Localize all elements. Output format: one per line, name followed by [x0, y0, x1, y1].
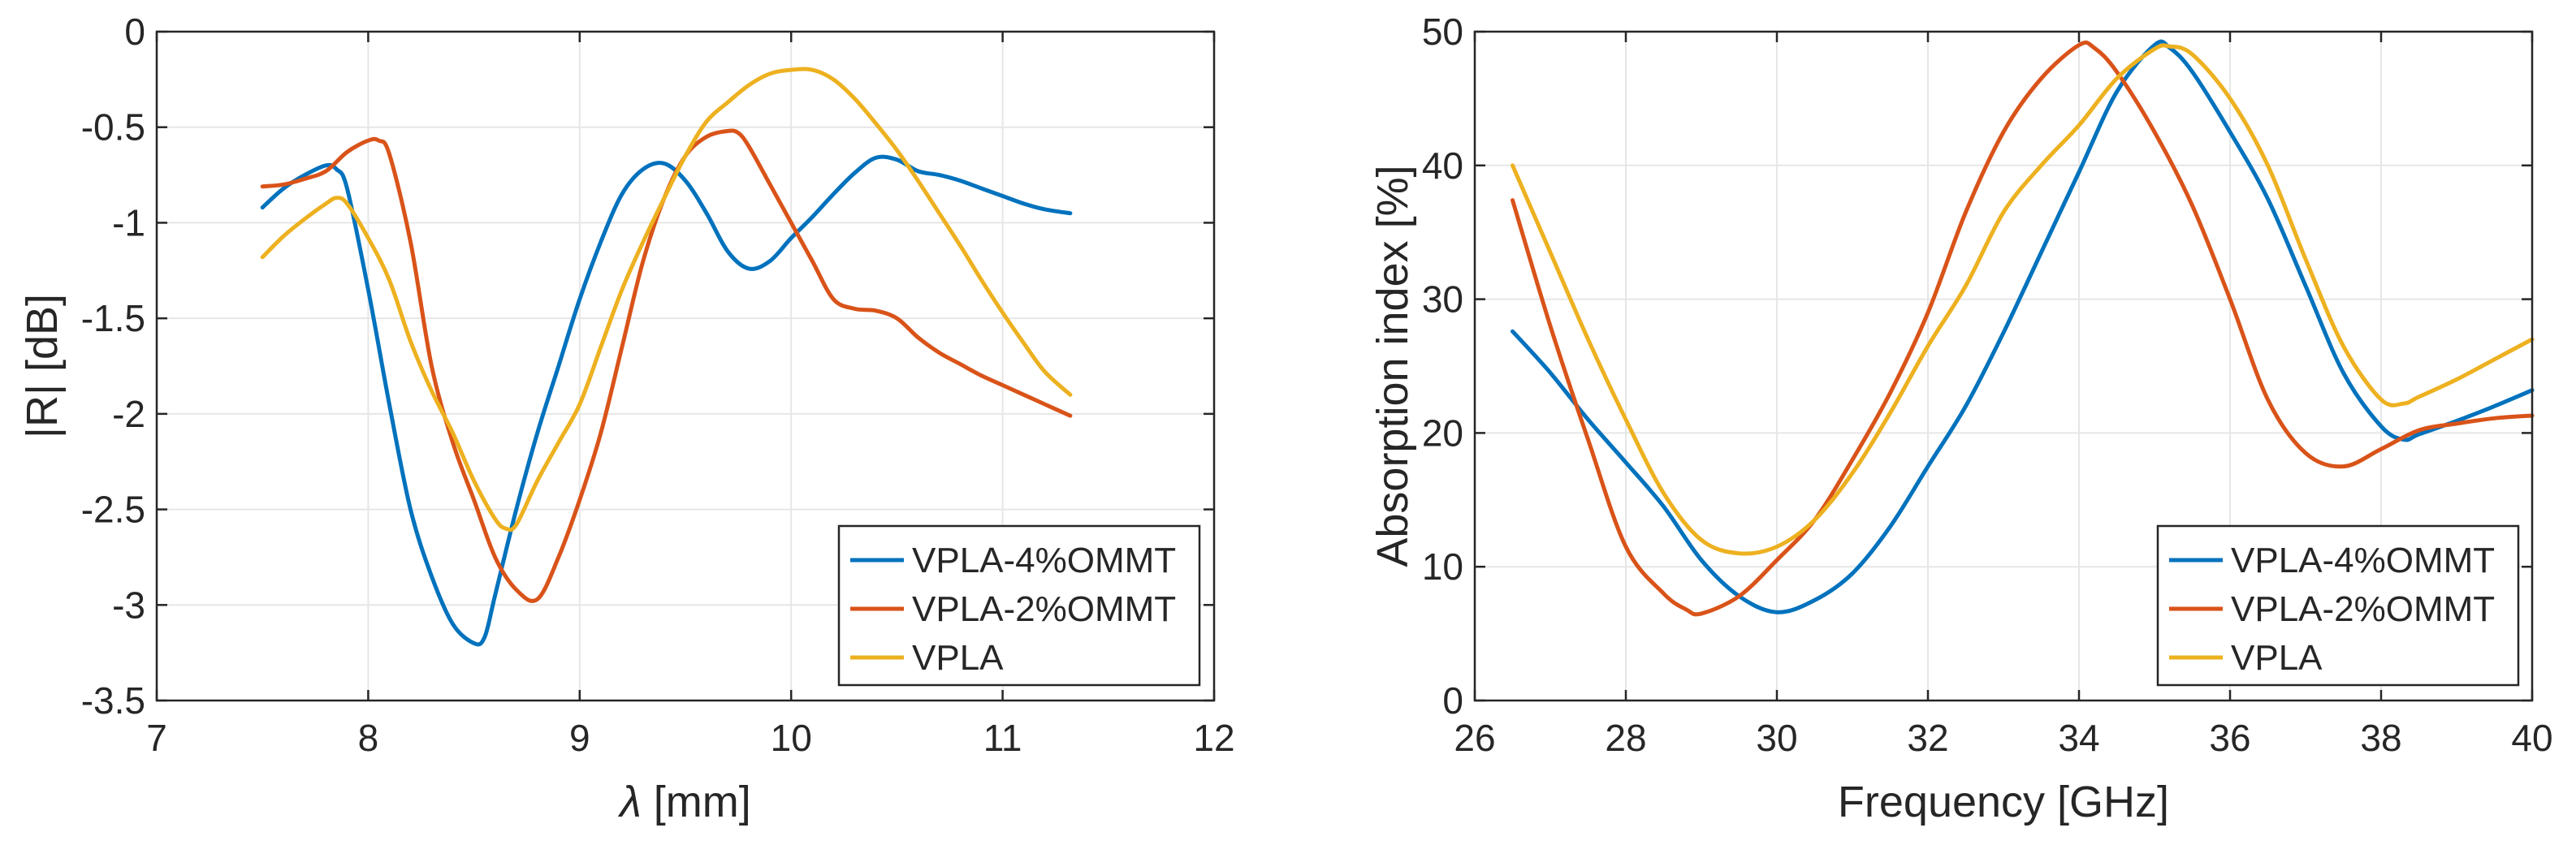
absorption-y-tick-label: 50	[1422, 11, 1463, 53]
reflection-x-tick-label: 12	[1193, 717, 1234, 759]
absorption-y-tick-label: 20	[1422, 412, 1463, 454]
absorption-plot-frame	[1473, 30, 2534, 702]
reflection-y-tick-label: 0	[124, 11, 145, 53]
absorption-x-tick-label: 30	[1756, 717, 1797, 759]
absorption-x-tick-label: 26	[1454, 717, 1495, 759]
absorption-x-tick-label: 32	[1907, 717, 1948, 759]
absorption-x-axis-label: Frequency [GHz]	[1838, 778, 2169, 826]
reflection-legend-label-vpla-4pctommt: VPLA-4%OMMT	[912, 541, 1176, 580]
absorption-legend-label-vpla-4pctommt: VPLA-4%OMMT	[2231, 541, 2495, 580]
absorption-x-tick-label: 34	[2058, 717, 2099, 759]
reflection-chart: 7 8 9 10 11 12 0 -0.5 -1 -1.5 -2 -2.5 -3 -3.5 λ [mm]…	[18, 11, 1235, 826]
absorption-series-line-vpla-2pctommt	[1511, 40, 2535, 617]
absorption-y-axis-label: Absorption index [%]	[1368, 165, 1417, 567]
absorption-series-line-vpla	[1511, 43, 2535, 556]
absorption-series	[1511, 39, 2535, 617]
reflection-y-tick-label: -3.5	[81, 679, 145, 722]
absorption-x-tick-label: 40	[2511, 717, 2552, 759]
reflection-series-line-vpla	[260, 67, 1073, 532]
absorption-y-tick-label: 10	[1422, 545, 1463, 588]
absorption-legend-label-vpla-2pctommt: VPLA-2%OMMT	[2231, 589, 2495, 629]
absorption-y-tick-label: 0	[1442, 679, 1463, 722]
reflection-plot-frame	[155, 30, 1216, 702]
reflection-y-tick-label: -2.5	[81, 489, 145, 531]
reflection-x-tick-labels: 7 8 9 10 11 12	[146, 717, 1234, 759]
reflection-y-axis-label: |R| [dB]	[18, 294, 67, 438]
reflection-x-tick-label: 11	[983, 717, 1022, 759]
reflection-legend-label-vpla: VPLA	[912, 638, 1004, 678]
reflection-x-axis-label: λ [mm]	[617, 778, 751, 826]
absorption-y-tick-label: 40	[1422, 144, 1463, 187]
absorption-x-tick-label: 28	[1605, 717, 1646, 759]
absorption-ticks	[1473, 30, 2534, 702]
reflection-legend: VPLA-4%OMMT VPLA-2%OMMT VPLA	[837, 524, 1201, 687]
reflection-y-tick-label: -0.5	[81, 106, 145, 149]
reflection-y-tick-label: -1.5	[81, 297, 145, 339]
absorption-y-tick-labels: 0 10 20 30 40 50	[1422, 11, 1463, 722]
absorption-x-tick-labels: 26 28 30 32 34 36 38 40	[1454, 717, 2552, 759]
reflection-series	[260, 67, 1073, 647]
reflection-x-tick-label: 9	[569, 717, 590, 759]
reflection-x-tick-label: 10	[771, 717, 812, 759]
reflection-y-tick-label: -3	[112, 584, 145, 626]
absorption-y-tick-label: 30	[1422, 278, 1463, 321]
absorption-x-tick-label: 38	[2360, 717, 2401, 759]
reflection-series-line-vpla-2pctommt	[260, 128, 1073, 603]
absorption-x-tick-label: 36	[2209, 717, 2250, 759]
reflection-y-tick-labels: 0 -0.5 -1 -1.5 -2 -2.5 -3 -3.5	[81, 11, 145, 722]
reflection-y-tick-label: -1	[112, 201, 145, 244]
reflection-x-tick-label: 8	[358, 717, 379, 759]
reflection-legend-label-vpla-2pctommt: VPLA-2%OMMT	[912, 589, 1176, 629]
absorption-legend: VPLA-4%OMMT VPLA-2%OMMT VPLA	[2156, 524, 2520, 687]
reflection-y-tick-label: -2	[112, 393, 145, 435]
reflection-x-tick-label: 7	[146, 717, 167, 759]
absorption-series-line-vpla-4pctommt	[1511, 39, 2535, 614]
reflection-series-line-vpla-4pctommt	[260, 154, 1073, 647]
reflection-ticks	[155, 30, 1216, 702]
absorption-chart: 26 28 30 32 34 36 38 40 0 10 20 30 40 50 Frequency […	[1368, 11, 2553, 826]
absorption-legend-label-vpla: VPLA	[2231, 638, 2323, 678]
